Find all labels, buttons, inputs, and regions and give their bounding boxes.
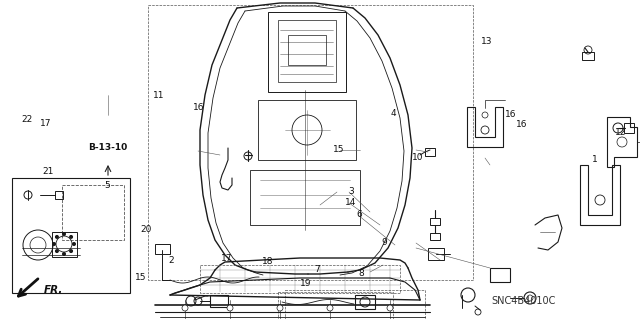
Bar [250, 170, 360, 225]
Bar [55, 191, 63, 199]
Text: 16: 16 [505, 110, 516, 119]
Circle shape [327, 305, 333, 311]
Bar [624, 123, 634, 133]
Bar [278, 20, 336, 82]
Circle shape [387, 305, 393, 311]
Text: 18: 18 [262, 257, 273, 266]
Circle shape [62, 232, 66, 236]
Bar [155, 244, 170, 254]
Bar [425, 148, 435, 156]
Text: 20: 20 [140, 225, 152, 234]
Bar [288, 35, 326, 65]
Bar [200, 265, 400, 293]
Text: 16: 16 [516, 120, 527, 129]
Text: 2: 2 [169, 256, 174, 265]
Text: B-13-10: B-13-10 [88, 144, 127, 152]
Bar [210, 295, 228, 307]
Bar [355, 295, 375, 309]
Bar [582, 52, 594, 60]
Text: 19: 19 [300, 279, 312, 288]
Circle shape [69, 235, 73, 239]
Circle shape [72, 242, 76, 246]
Bar [62, 185, 124, 240]
Circle shape [55, 235, 59, 239]
Text: 8: 8 [359, 269, 364, 278]
Text: 4: 4 [391, 109, 396, 118]
Text: 14: 14 [345, 198, 356, 207]
Bar [428, 248, 444, 260]
Bar [258, 100, 356, 160]
Text: 17: 17 [40, 119, 52, 128]
Circle shape [69, 249, 73, 253]
Text: 12: 12 [615, 128, 627, 137]
Text: 15: 15 [333, 145, 345, 154]
Bar [430, 218, 440, 225]
Bar [430, 233, 440, 240]
Circle shape [182, 305, 188, 311]
Text: 13: 13 [481, 37, 492, 46]
Text: 1: 1 [593, 155, 598, 164]
Bar [490, 268, 510, 282]
Text: 11: 11 [153, 91, 164, 100]
Circle shape [55, 249, 59, 253]
Circle shape [227, 305, 233, 311]
Text: 10: 10 [412, 153, 423, 162]
Text: 5: 5 [105, 181, 110, 189]
Circle shape [52, 242, 56, 246]
Text: 22: 22 [21, 115, 33, 124]
Text: 6: 6 [357, 210, 362, 219]
Bar [278, 292, 393, 319]
Text: 3: 3 [348, 187, 353, 196]
Text: 21: 21 [42, 167, 54, 176]
Text: 9: 9 [381, 238, 387, 247]
Text: 16: 16 [193, 103, 204, 112]
Text: 7: 7 [314, 265, 319, 274]
Bar [148, 5, 473, 280]
Circle shape [62, 252, 66, 256]
Bar [52, 232, 77, 257]
Bar [285, 290, 425, 319]
Text: 15: 15 [135, 273, 147, 282]
Text: SNC4B4010C: SNC4B4010C [492, 296, 556, 307]
Text: FR.: FR. [44, 285, 63, 295]
Text: 17: 17 [221, 254, 233, 263]
Bar [268, 12, 346, 92]
Circle shape [277, 305, 283, 311]
Bar [12, 178, 130, 293]
